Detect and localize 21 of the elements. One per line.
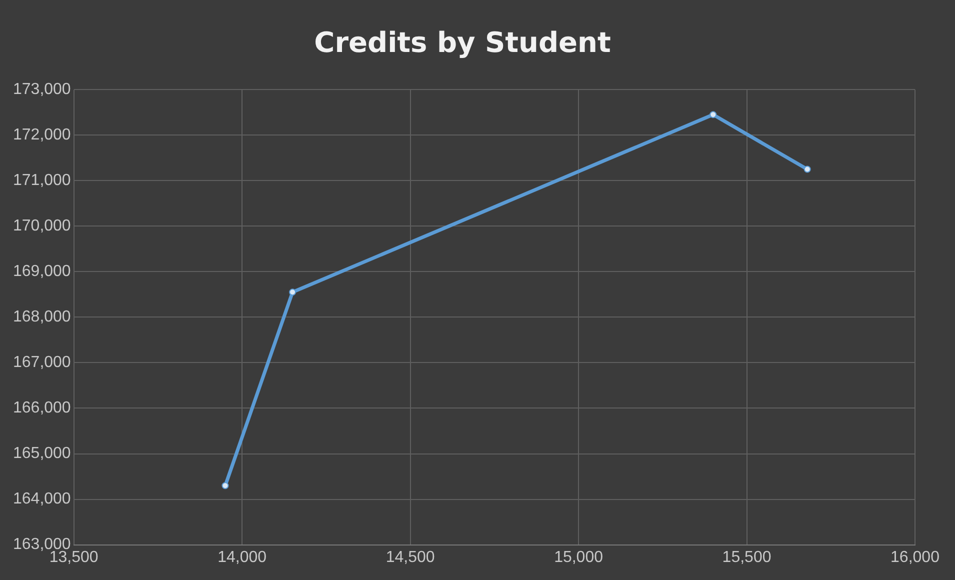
- chart-title: Credits by Student: [314, 26, 611, 60]
- x-tick-label: 16,000: [890, 548, 940, 566]
- y-tick-label: 164,000: [12, 490, 71, 508]
- point: [222, 482, 229, 490]
- point: [804, 166, 811, 173]
- point: [710, 111, 717, 118]
- x-tick-label: 14,000: [218, 548, 267, 566]
- y-tick-label: 165,000: [12, 445, 71, 462]
- y-tick-label: 173,000: [12, 81, 71, 98]
- x-tick-label: 15,500: [722, 548, 772, 566]
- y-tick-label: 171,000: [12, 172, 71, 190]
- x-tick-label: 15,000: [554, 548, 604, 566]
- y-tick-label: 172,000: [12, 126, 71, 144]
- x-tick-label: 14,500: [386, 548, 435, 566]
- y-tick-label: 168,000: [12, 308, 71, 326]
- y-tick-label: 170,000: [12, 218, 71, 235]
- y-tick-label: 166,000: [12, 400, 71, 417]
- y-tick-label: 169,000: [12, 263, 71, 280]
- x-tick-label: 13,500: [49, 548, 98, 566]
- y-tick-label: 167,000: [12, 354, 71, 372]
- point: [289, 288, 296, 296]
